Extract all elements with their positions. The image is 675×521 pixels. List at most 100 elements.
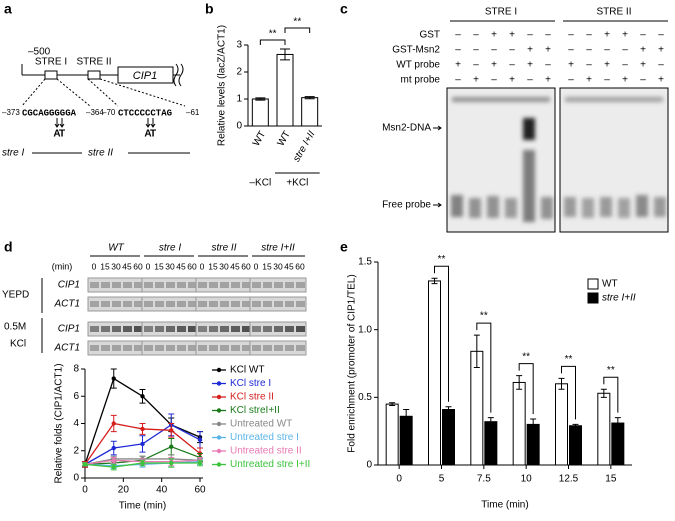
lane-sign: –: [640, 30, 646, 41]
legend-label: Untreated stre II: [230, 446, 302, 457]
x-tick-label: 12.5: [559, 474, 579, 485]
blot-band: [134, 345, 143, 351]
time-label: 45: [122, 261, 132, 271]
blot-band: [123, 326, 132, 332]
blot-band: [242, 301, 251, 307]
group-label: stre II: [211, 243, 236, 254]
x-tick-label: 0: [82, 485, 88, 496]
y-tick-label: 0: [236, 121, 242, 132]
x-tick-label: 5: [439, 474, 445, 485]
time-label: 45: [230, 261, 240, 271]
bar: [428, 280, 441, 466]
lane-sign: –: [604, 75, 610, 86]
condition-label: YEPD: [2, 290, 29, 301]
y-tick-label: 0.5: [358, 392, 372, 403]
blot-band: [155, 301, 164, 307]
lane-sign: +: [604, 60, 610, 71]
error-bar: [473, 334, 480, 369]
blot-band: [188, 301, 197, 307]
northern-blots: [41, 255, 305, 353]
lane-sign: –: [527, 75, 533, 86]
significance-bracket: [476, 322, 492, 413]
lane-sign: +: [527, 45, 533, 56]
mutation: T: [150, 129, 156, 140]
gene-label: CIP1: [133, 70, 157, 82]
y-axis-label: Fold enrichment (promoter of CIP1/TEL): [347, 274, 358, 452]
blot-band: [242, 282, 251, 288]
time-label: 30: [111, 261, 121, 271]
blot-band: [101, 282, 110, 288]
blot-band: [252, 282, 261, 288]
position-label: –70: [102, 108, 116, 117]
blot-band: [134, 301, 143, 307]
blot-band: [123, 282, 132, 288]
x-tick-label: 10: [521, 474, 533, 485]
significance: **: [480, 311, 488, 322]
error-bar: [389, 402, 396, 406]
lane-sign: –: [658, 30, 664, 41]
lane-sign: –: [545, 30, 551, 41]
y-tick-label: 1.5: [358, 257, 372, 268]
blot-band: [90, 326, 99, 332]
point: [140, 394, 145, 399]
blot-band: [285, 345, 294, 351]
legend-label: Untreated stre I: [230, 432, 299, 443]
lane-sign: +: [455, 60, 461, 71]
panel-label: c: [340, 1, 348, 17]
blot-band: [274, 345, 283, 351]
y-tick-label: 8: [73, 364, 79, 375]
bar: [399, 415, 413, 466]
lane-sign: –: [491, 75, 497, 86]
allele-label: stre I: [2, 148, 24, 159]
significance-bracket: [603, 376, 619, 413]
row-label: WT probe: [396, 60, 440, 71]
allele-label: stre II: [88, 148, 113, 159]
time-label: 60: [187, 261, 197, 271]
x-axis-label: Time (min): [481, 500, 528, 511]
error-bar: [614, 417, 621, 429]
blot-band: [231, 345, 240, 351]
lane-sign: –: [491, 45, 497, 56]
panel-label: a: [4, 1, 12, 17]
point: [169, 428, 174, 433]
legend-marker: [216, 462, 222, 467]
group-label: –KCl: [249, 178, 271, 189]
panel-label: e: [340, 239, 348, 255]
lane-sign: –: [455, 45, 461, 56]
blot-band: [188, 282, 197, 288]
blot-band: [188, 345, 197, 351]
row-label: mt probe: [401, 75, 441, 86]
lane-sign: –: [568, 45, 574, 56]
x-tick-label: 40: [156, 485, 168, 496]
error-bar: [445, 406, 452, 413]
bar: [470, 350, 484, 466]
stre-label: STRE I: [35, 57, 67, 68]
row-label: GST: [419, 30, 440, 41]
bar: [251, 98, 269, 127]
time-label: 45: [284, 261, 294, 271]
group-label: stre I+II: [261, 243, 295, 254]
lane-sign: –: [455, 75, 461, 86]
blot-band: [274, 301, 283, 307]
point: [169, 460, 174, 466]
legend-marker: [216, 421, 222, 427]
time-label: 45: [176, 261, 186, 271]
legend-label: KCl WT: [230, 365, 264, 376]
blot-band: [296, 345, 305, 351]
condition-label: 0.5M: [4, 322, 26, 333]
bar: [484, 421, 498, 466]
lane-sign: –: [622, 45, 628, 56]
unit-label: (min): [52, 261, 73, 271]
blot-band: [112, 345, 121, 351]
blot-band: [123, 345, 132, 351]
error-bar: [255, 97, 266, 101]
band-label: Free probe: [382, 200, 431, 211]
blot-band: [166, 301, 175, 307]
row-label: GST-Msn2: [392, 45, 440, 56]
point: [140, 460, 145, 466]
lane-sign: +: [527, 60, 533, 71]
error-bar: [431, 277, 438, 285]
panel-label: d: [4, 239, 13, 255]
point: [111, 464, 116, 470]
x-tick-label: 60: [194, 485, 206, 496]
